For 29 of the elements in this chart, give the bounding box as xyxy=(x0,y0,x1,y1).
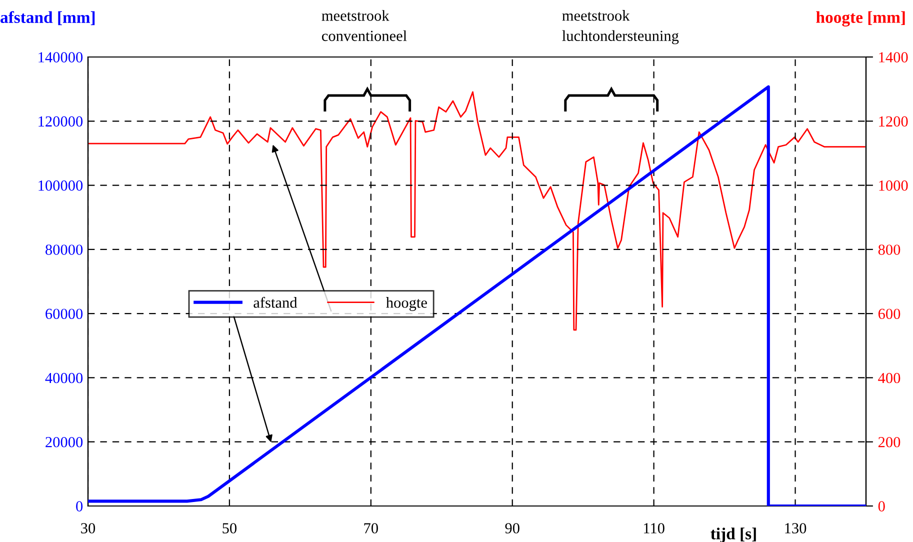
y-tick-label: 40000 xyxy=(45,372,83,384)
y-tick-label: 20000 xyxy=(46,437,83,448)
y-tick-label: 80000 xyxy=(46,244,83,255)
legend-label: afstand xyxy=(254,296,298,308)
y2-tick-label: 1000 xyxy=(879,180,908,191)
y2-tick-label: 200 xyxy=(878,437,900,448)
y2-tick-label: 400 xyxy=(878,372,900,384)
legend-label: hoogte xyxy=(386,297,427,311)
x-tick-label: 70 xyxy=(364,523,378,534)
y-tick-label: 100000 xyxy=(38,180,83,191)
x-tick-label: 130 xyxy=(785,523,806,534)
x-tick-label: 30 xyxy=(81,523,96,534)
y2-tick-label: 800 xyxy=(878,244,900,255)
y-tick-label: 0 xyxy=(76,501,83,512)
y-axis-title: afstand [mm] xyxy=(0,11,95,26)
y2-tick-label: 600 xyxy=(878,308,900,320)
y2-tick-label: 1200 xyxy=(879,116,908,127)
y-tick-label: 60000 xyxy=(46,308,83,320)
x-tick-label: 50 xyxy=(222,523,237,534)
y-tick-label: 140000 xyxy=(38,52,83,62)
text: meetstrook conventioneel xyxy=(322,10,407,42)
line-series xyxy=(88,91,866,331)
y2-tick-label: 0 xyxy=(878,501,885,512)
y2-axis-title: hoogte [mm] xyxy=(816,11,905,26)
text: meetstrook luchtondersteuning xyxy=(562,10,679,44)
x-tick-label: 110 xyxy=(644,523,664,534)
y2-tick-label: 1400 xyxy=(879,52,908,62)
y-tick-label: 120000 xyxy=(38,116,83,127)
x-tick-label: 90 xyxy=(505,523,520,534)
